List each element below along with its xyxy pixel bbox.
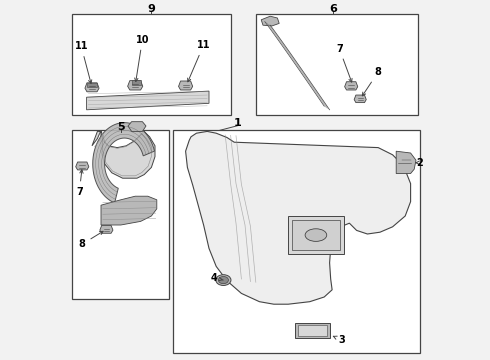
Bar bbox=[288, 216, 344, 254]
Text: 9: 9 bbox=[147, 4, 155, 14]
Polygon shape bbox=[354, 95, 366, 103]
Bar bbox=[292, 220, 341, 250]
Bar bbox=[256, 14, 418, 115]
Polygon shape bbox=[128, 122, 146, 131]
Text: 2: 2 bbox=[416, 158, 423, 168]
Text: 6: 6 bbox=[329, 4, 337, 14]
Polygon shape bbox=[85, 83, 99, 92]
Polygon shape bbox=[87, 91, 209, 110]
Ellipse shape bbox=[305, 229, 327, 242]
Polygon shape bbox=[100, 225, 113, 233]
Text: 5: 5 bbox=[117, 122, 124, 132]
Polygon shape bbox=[93, 123, 154, 203]
Polygon shape bbox=[178, 81, 193, 90]
Text: 8: 8 bbox=[362, 67, 382, 96]
Bar bbox=[72, 130, 170, 299]
Text: 11: 11 bbox=[188, 40, 210, 82]
Text: 3: 3 bbox=[333, 335, 345, 345]
Polygon shape bbox=[87, 83, 97, 87]
Bar bbox=[295, 323, 330, 338]
Polygon shape bbox=[101, 196, 157, 225]
Polygon shape bbox=[127, 81, 143, 90]
Polygon shape bbox=[396, 151, 416, 174]
Polygon shape bbox=[76, 162, 89, 170]
Text: 7: 7 bbox=[76, 170, 83, 197]
Polygon shape bbox=[132, 80, 141, 85]
Text: 8: 8 bbox=[79, 231, 103, 249]
Polygon shape bbox=[92, 130, 155, 178]
Text: 7: 7 bbox=[336, 44, 352, 82]
Bar bbox=[298, 325, 327, 336]
Text: 10: 10 bbox=[135, 35, 149, 81]
Bar bbox=[173, 130, 419, 353]
Ellipse shape bbox=[219, 276, 228, 284]
Polygon shape bbox=[344, 82, 358, 90]
Polygon shape bbox=[261, 16, 279, 26]
Ellipse shape bbox=[216, 275, 231, 285]
Bar bbox=[72, 14, 231, 115]
Text: 11: 11 bbox=[74, 41, 92, 84]
Text: 4: 4 bbox=[211, 273, 223, 283]
Text: 1: 1 bbox=[234, 118, 242, 128]
Polygon shape bbox=[186, 131, 411, 304]
